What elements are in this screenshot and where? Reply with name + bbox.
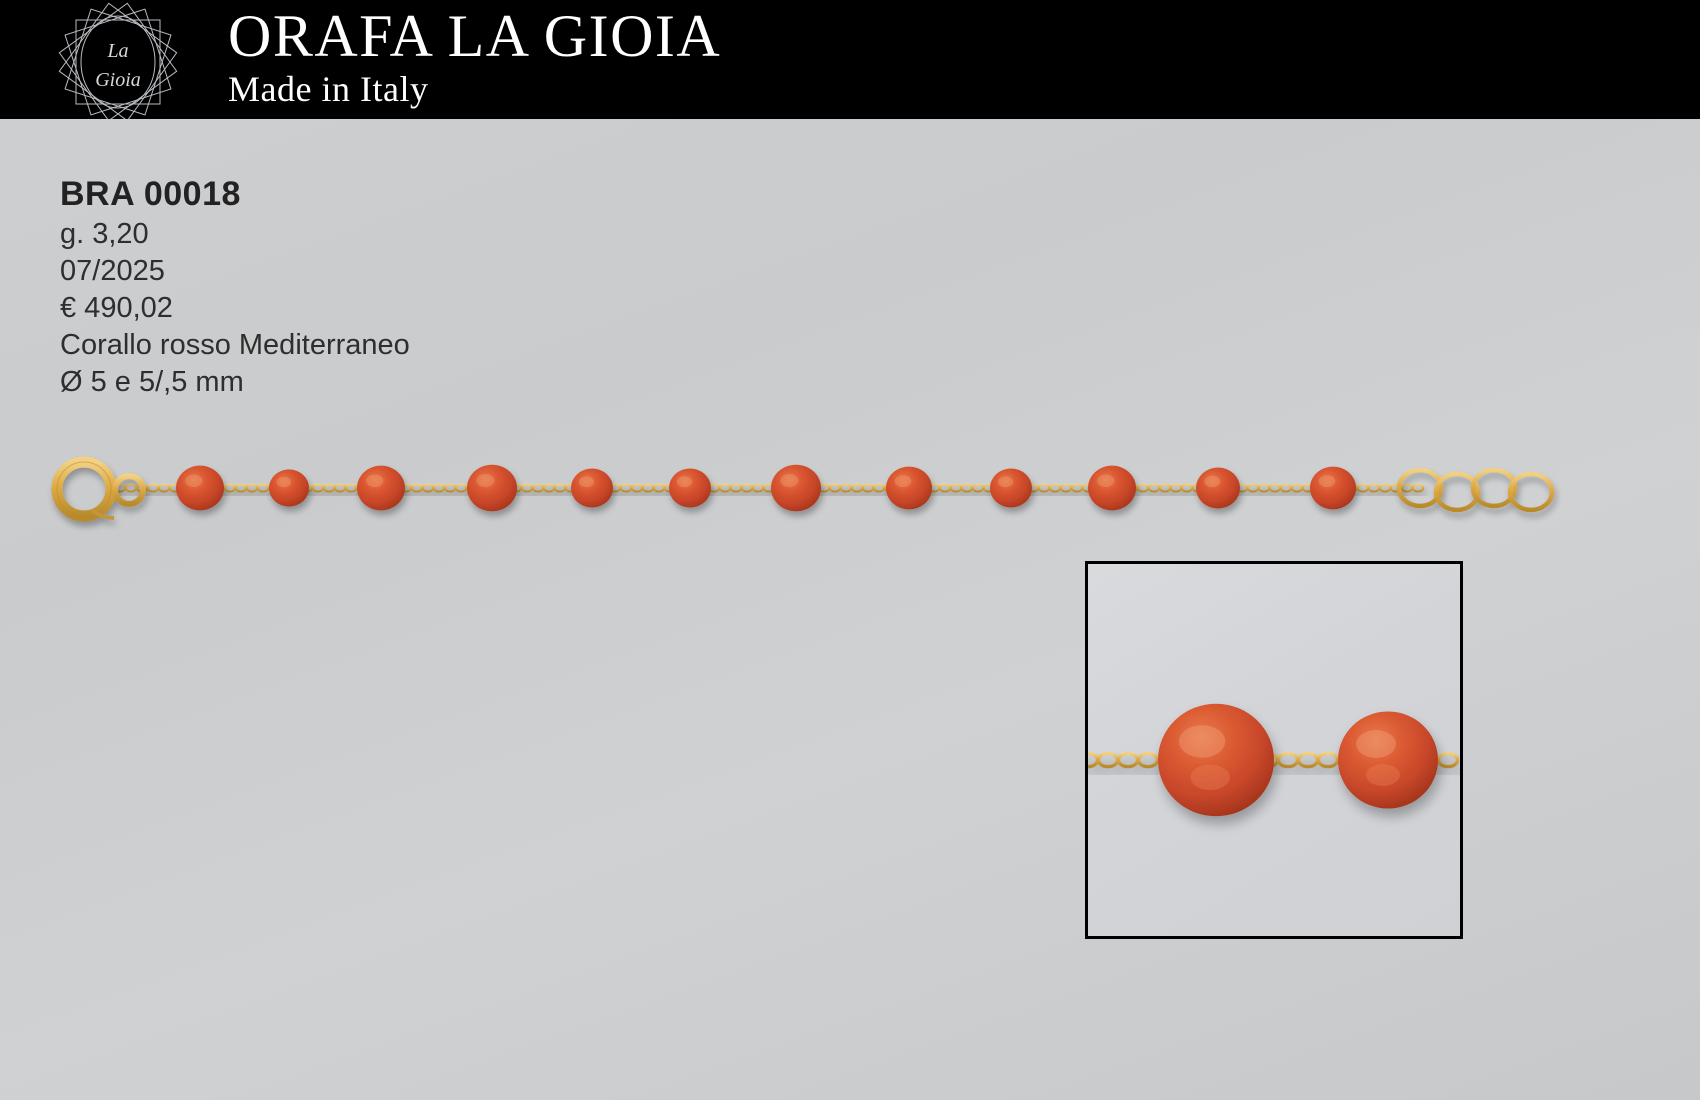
extender-ring: [1470, 467, 1518, 509]
logo-script-bottom: Gioia: [95, 69, 141, 91]
logo-script-top: La: [106, 40, 128, 62]
detail-coral-bead: [1158, 703, 1274, 817]
coral-bead: [1310, 466, 1356, 510]
coral-bead: [886, 466, 932, 510]
bracelet-photo: [51, 456, 1555, 522]
brand-subtitle: Made in Italy: [228, 68, 429, 109]
brand-logo: La Gioia: [38, 0, 198, 119]
extender-ring: [1433, 471, 1481, 513]
detail-coral-bead: [1338, 711, 1438, 809]
extender-ring: [1396, 467, 1444, 509]
coral-bead: [1196, 467, 1240, 509]
product-sku: BRA 00018: [60, 175, 241, 213]
product-diameter: Ø 5 e 5/,5 mm: [60, 366, 244, 398]
coral-bead: [1088, 465, 1136, 511]
spring-ring-clasp: [51, 456, 146, 522]
product-date: 07/2025: [60, 255, 165, 287]
detail-inset-photo: [1088, 703, 1460, 817]
coral-bead: [571, 468, 613, 508]
detail-inset-box: [1085, 561, 1463, 939]
coral-bead: [467, 464, 517, 512]
coral-bead: [771, 464, 821, 512]
coral-bead: [990, 468, 1032, 508]
product-price: € 490,02: [60, 292, 173, 324]
brand-text-block: ORAFA LA GIOIA Made in Italy: [228, 6, 721, 114]
extender-rings: [1396, 467, 1555, 513]
product-material: Corallo rosso Mediterraneo: [60, 329, 410, 361]
product-info-block: BRA 00018 g. 3,20 07/2025 € 490,02 Coral…: [60, 172, 410, 401]
coral-bead-group: [176, 464, 1356, 512]
logo-geometric-icon: La Gioia: [58, 2, 178, 119]
coral-bead: [269, 469, 309, 507]
extender-ring: [1507, 471, 1555, 513]
product-weight: g. 3,20: [60, 218, 149, 250]
coral-bead: [176, 465, 224, 511]
brand-header: La Gioia ORAFA LA GIOIA Made in Italy: [0, 0, 1700, 119]
coral-bead: [357, 465, 405, 511]
coral-bead: [669, 468, 711, 508]
detail-coral-bead-group: [1158, 703, 1438, 817]
brand-title: ORAFA LA GIOIA: [228, 2, 722, 69]
